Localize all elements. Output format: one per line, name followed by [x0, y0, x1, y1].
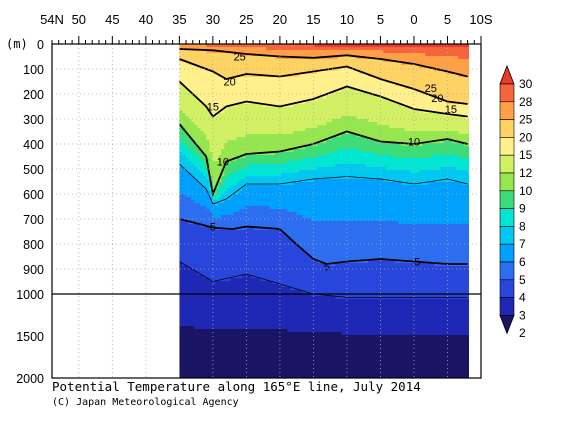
contour-label: 5: [210, 222, 216, 234]
contour-label: 15: [445, 104, 457, 116]
colorbar-label: 9: [519, 202, 526, 216]
isotherm-line: [179, 218, 468, 265]
x-tick-label: 10S: [469, 12, 492, 27]
y-tick-label: 700: [23, 213, 44, 227]
colorbar-top-arrow: [499, 64, 515, 85]
colorbar-segment: [499, 190, 515, 209]
y-tick-label: 100: [23, 63, 44, 77]
x-tick-label: 35: [172, 12, 186, 27]
colorbar-label: 25: [519, 113, 533, 127]
x-tick-label: 5: [444, 12, 451, 27]
depth-unit-label: (m): [6, 37, 28, 51]
colorbar-segment: [499, 279, 515, 298]
x-tick-marks: [51, 36, 482, 44]
colorbar-segment: [499, 208, 515, 227]
isotherm-line: [179, 123, 468, 198]
x-tick-label: 25: [239, 12, 253, 27]
isotherm-line: [179, 48, 468, 78]
colorbar-label: 28: [519, 95, 533, 109]
colorbar-label: 10: [519, 184, 533, 198]
y-tick-label: 2000: [16, 372, 44, 386]
contour-label: 10: [217, 157, 229, 169]
colorbar-label: 6: [519, 255, 526, 269]
colorbar-segment: [499, 101, 515, 120]
y-tick-label: 500: [23, 163, 44, 177]
colorbar: 30 28 25 20 15 12 10 9 8 7 6 5 4 3 2: [499, 64, 533, 340]
colorbar-label: 20: [519, 130, 533, 144]
colorbar-segment: [499, 297, 515, 316]
y-tick-label: 400: [23, 138, 44, 152]
isotherm-line: [179, 163, 468, 205]
contour-label: 15: [207, 102, 219, 114]
colorbar-segment: [499, 119, 515, 138]
colorbar-label: 3: [519, 308, 526, 322]
colorbar-label: 15: [519, 148, 533, 162]
x-tick-label: 50: [72, 12, 86, 27]
colorbar-label: 8: [519, 219, 526, 233]
isotherm-lines: [179, 48, 468, 298]
x-tick-label: 0: [410, 12, 417, 27]
colorbar-segment: [499, 137, 515, 156]
plot-frame: [51, 43, 482, 379]
x-tick-label: 54N: [40, 12, 64, 27]
colorbar-segment: [499, 172, 515, 192]
x-tick-label: 30: [206, 12, 220, 27]
colorbar-label: 4: [519, 291, 526, 305]
x-tick-label: 15: [306, 12, 320, 27]
temperature-field: [179, 44, 469, 378]
y-tick-label: 600: [23, 188, 44, 202]
contour-label: 25: [234, 52, 246, 64]
y-tick-label: 300: [23, 113, 44, 127]
x-tick-labels: 54N 50 45 40 35 30 25 20 15 10 5 0 5 10S: [40, 12, 493, 27]
isotherm-line: [179, 261, 468, 298]
isotherm-line: [179, 58, 468, 105]
x-tick-label: 5: [377, 12, 384, 27]
contour-label: 20: [224, 77, 236, 89]
x-tick-label: 45: [105, 12, 119, 27]
chart-title: Potential Temperature along 165°E line, …: [52, 379, 421, 394]
contour-label: 10: [408, 137, 420, 149]
y-tick-label: 800: [23, 238, 44, 252]
y-tick-label: 1500: [16, 330, 44, 344]
colorbar-label: 7: [519, 237, 526, 251]
colorbar-segment: [499, 226, 515, 245]
colorbar-label: 2: [519, 326, 526, 340]
colorbar-segment: [499, 83, 515, 103]
y-tick-labels: 100 200 300 400 500 600 700 800 900 1000 1500 2000 0: [16, 38, 44, 386]
contour-label: 5: [414, 257, 420, 269]
copyright-credit: (C) Japan Meteorological Agency: [52, 397, 239, 408]
colorbar-segment: [499, 154, 515, 174]
y-tick-label: 900: [23, 263, 44, 277]
x-tick-label: 10: [340, 12, 354, 27]
contour-label: 20: [431, 93, 443, 105]
contour-label: 5: [324, 262, 330, 274]
colorbar-bottom-arrow: [499, 314, 515, 335]
colorbar-label: 12: [519, 166, 533, 180]
colorbar-segment: [499, 261, 515, 281]
colorbar-label: 30: [519, 77, 533, 91]
colorbar-segment: [499, 243, 515, 263]
x-tick-label: 40: [139, 12, 153, 27]
isotherm-line: [179, 80, 468, 118]
contour-label: 25: [425, 83, 437, 95]
y-tick-label: 1000: [16, 288, 44, 302]
x-tick-label: 20: [273, 12, 287, 27]
colorbar-label: 5: [519, 273, 526, 287]
y-tick-label: 0: [37, 38, 44, 52]
y-tick-label: 200: [23, 88, 44, 102]
